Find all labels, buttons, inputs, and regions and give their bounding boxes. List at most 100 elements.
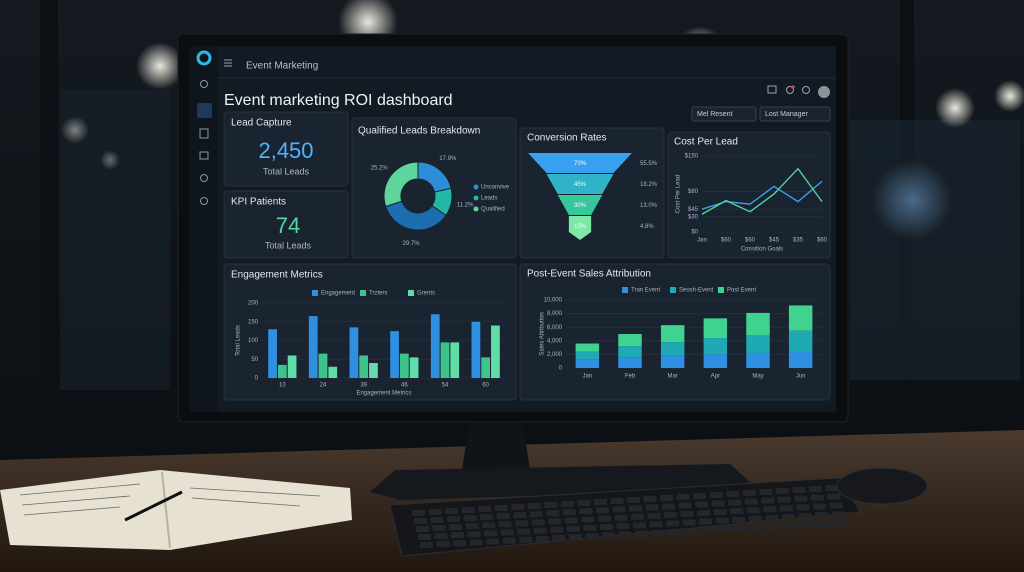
y-tick-label: 50 — [251, 357, 258, 363]
bar — [369, 363, 378, 378]
key — [494, 505, 508, 511]
key — [744, 498, 758, 505]
chart-title: Engagement Metrics — [231, 270, 323, 281]
key — [531, 519, 545, 526]
y-tick-label: 10,000 — [544, 298, 563, 304]
key — [601, 532, 615, 539]
nav-active[interactable] — [197, 103, 212, 118]
legend-swatch — [408, 290, 414, 296]
legend-label: Engagement — [321, 291, 355, 297]
kpi-title: Lead Capture — [231, 118, 292, 129]
key — [678, 502, 692, 509]
y-axis-label: Sales Attribution — [540, 312, 546, 355]
slice-label: 11.2% — [457, 203, 474, 209]
chart-panel — [667, 131, 831, 259]
alert-icon[interactable] — [786, 86, 794, 94]
bar — [491, 325, 500, 378]
charts: Qualified Leads Breakdown 17.9% Unconvive 1… — [231, 126, 828, 397]
key — [610, 498, 624, 504]
key — [434, 533, 448, 540]
key — [682, 519, 696, 526]
key — [445, 508, 459, 514]
key — [484, 530, 498, 537]
key — [548, 518, 562, 525]
y-tick-label: $80 — [688, 189, 699, 195]
chart-title: Conversion Rates — [527, 133, 606, 144]
bar — [399, 353, 409, 378]
slice-label: 17.9% — [439, 156, 457, 162]
key — [726, 491, 740, 497]
key — [577, 500, 591, 506]
legend-label: Unconvive — [481, 185, 510, 191]
key — [666, 520, 680, 527]
funnel-stage — [528, 153, 632, 173]
stage-label: 45% — [574, 182, 587, 188]
filter-label[interactable]: Mel Resent — [697, 111, 732, 118]
key — [748, 515, 762, 522]
key — [420, 542, 433, 548]
key — [414, 518, 427, 524]
legend-swatch — [360, 290, 366, 296]
key — [808, 486, 822, 492]
bell-icon[interactable] — [802, 86, 810, 94]
key — [814, 512, 828, 519]
filter-dropdown[interactable] — [759, 106, 831, 122]
slice-label: 25.2% — [371, 165, 389, 171]
search-icon[interactable] — [200, 80, 208, 88]
key — [465, 523, 479, 530]
key — [616, 523, 630, 530]
key — [560, 501, 574, 507]
bar-segment — [618, 357, 642, 368]
key — [480, 514, 494, 521]
keys — [412, 485, 847, 548]
key — [430, 517, 444, 524]
key — [660, 495, 674, 501]
key — [517, 528, 531, 535]
stage-label: 15% — [574, 224, 587, 230]
sidebar — [190, 46, 218, 412]
pie-slice — [383, 161, 419, 208]
kpi-title: KPI Patients — [231, 197, 286, 208]
key — [713, 509, 727, 516]
key — [453, 540, 467, 547]
y-tick-label: 6,000 — [547, 325, 563, 331]
bar — [430, 314, 440, 378]
line-series — [701, 167, 823, 215]
key — [585, 533, 599, 540]
key — [515, 520, 529, 527]
x-tick-label: 24 — [320, 383, 327, 389]
bar-segment — [746, 353, 770, 368]
x-tick-label: Apr — [711, 374, 720, 380]
nav-icon[interactable] — [199, 128, 209, 139]
bar — [349, 327, 359, 378]
key — [759, 489, 773, 495]
notebook-writing — [19, 483, 321, 516]
filter-dropdown[interactable] — [691, 106, 757, 122]
pen — [124, 490, 183, 522]
chat-icon[interactable] — [767, 85, 777, 94]
key — [449, 524, 463, 531]
x-tick-label: 60 — [482, 383, 489, 389]
filter-label[interactable]: Lost Manager — [765, 111, 808, 118]
nav-icon[interactable] — [199, 151, 209, 160]
kpi-card — [223, 111, 349, 187]
nav-icon[interactable] — [200, 174, 208, 182]
key — [513, 512, 527, 519]
section-name: Event Marketing — [246, 61, 318, 72]
x-tick-label: 54 — [442, 383, 449, 389]
key — [550, 526, 564, 533]
bar-segment — [703, 318, 728, 339]
key — [552, 534, 566, 541]
x-tick-label: Mar — [667, 374, 677, 380]
x-tick-label: 39 — [360, 383, 367, 389]
key — [478, 506, 492, 512]
key — [546, 510, 560, 517]
avatar[interactable] — [818, 86, 830, 98]
nav-icon[interactable] — [200, 197, 208, 205]
key — [463, 515, 477, 522]
bar-segment — [618, 334, 642, 347]
key — [775, 488, 789, 494]
ceiling-light — [136, 42, 184, 90]
key — [746, 507, 760, 514]
alert-dot — [791, 85, 795, 89]
